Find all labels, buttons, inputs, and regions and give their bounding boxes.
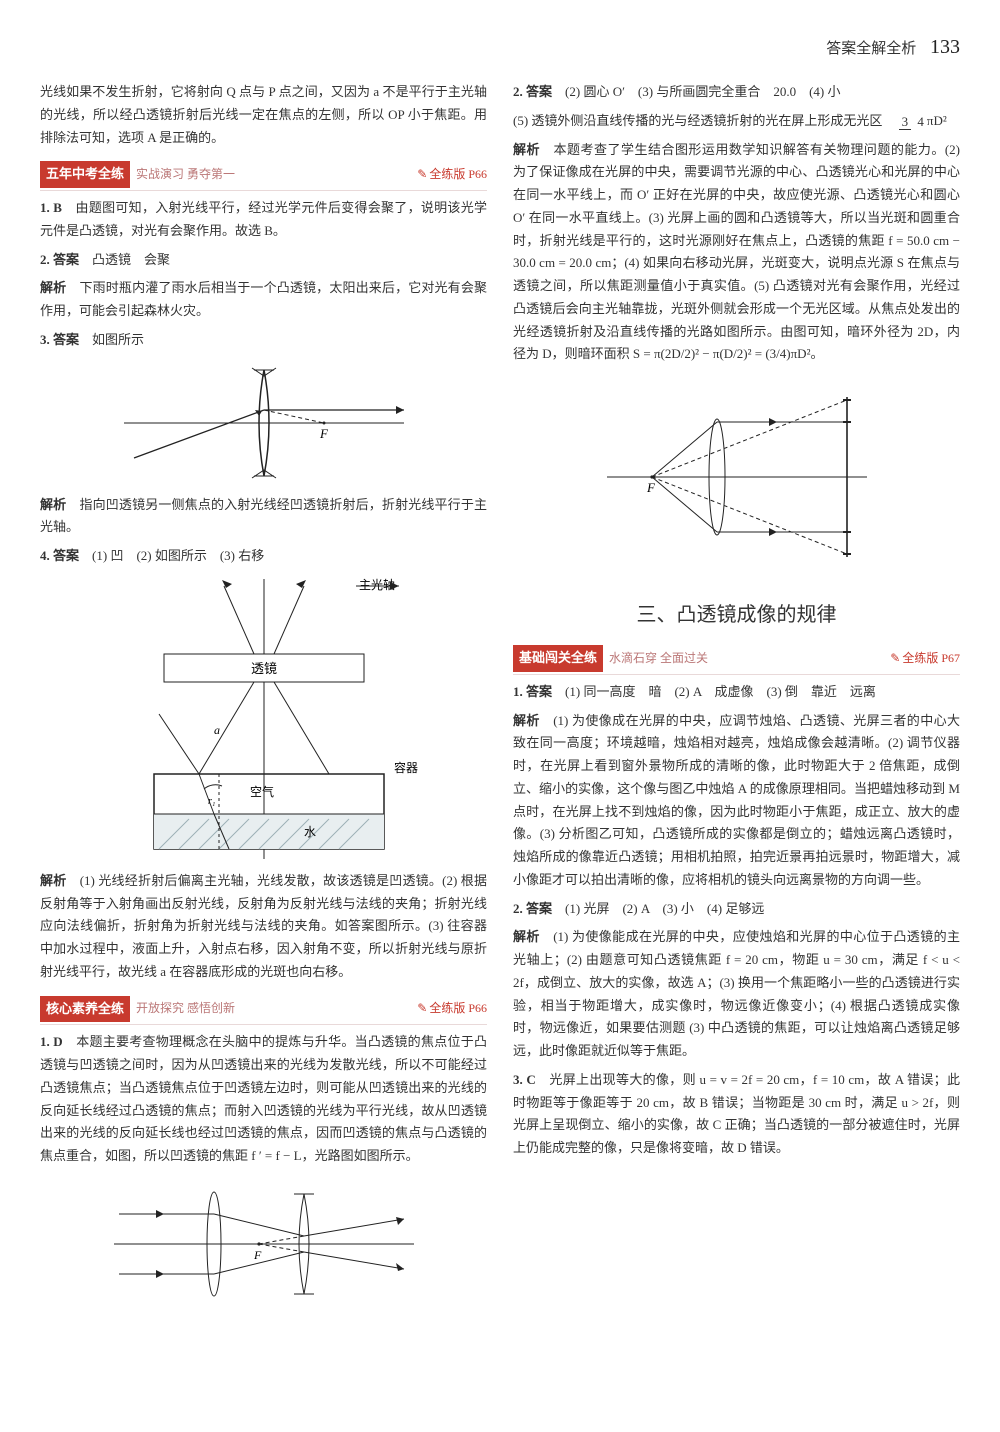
band-subtitle: 开放探究 感悟创新 — [136, 998, 411, 1019]
q4-number: 4. 答案 — [40, 548, 79, 563]
q3-analysis: 解析 指向凹透镜另一侧焦点的入射光线经凹透镜折射后，折射光线平行于主光轴。 — [40, 494, 487, 540]
column-left: 光线如果不发生折射，它将射向 Q 点与 P 点之间，又因为 a 不是平行于主光轴… — [40, 79, 487, 1320]
fig4-lens-label: 透镜 — [250, 661, 276, 676]
figure-core-two-lens: F — [104, 1174, 424, 1314]
two-column-layout: 光线如果不发生折射，它将射向 Q 点与 P 点之间，又因为 a 不是平行于主光轴… — [40, 79, 960, 1320]
fig4-air-label: 空气 — [249, 784, 273, 799]
fig4-container-label: 容器 — [394, 760, 418, 775]
band-page-ref: 全练版 P66 — [417, 164, 487, 185]
fig4-r1: r₁ — [208, 796, 215, 807]
q3: 3. 答案 如图所示 — [40, 329, 487, 352]
r-q2-b-post: πD² — [927, 113, 947, 128]
band-subtitle: 水滴石穿 全面过关 — [609, 648, 884, 669]
core-q1: 1. D 本题主要考查物理概念在头脑中的提炼与升华。当凸透镜的焦点位于凸透镜与凹… — [40, 1031, 487, 1168]
b1: 1. 答案 (1) 同一高度 暗 (2) A 成虚像 (3) 倒 靠近 远离 — [513, 681, 960, 704]
r-q2-analysis: 解析 本题考查了学生结合图形运用数学知识解答有关物理问题的能力。(2) 为了保证… — [513, 139, 960, 367]
fig4-axis-label: 主光轴 — [359, 577, 395, 592]
figure-q3-concave-lens: F — [114, 358, 414, 488]
b2-number: 2. 答案 — [513, 901, 552, 916]
analysis-label: 解析 — [513, 929, 540, 944]
b2: 2. 答案 (1) 光屏 (2) A (3) 小 (4) 足够远 — [513, 898, 960, 921]
fig4-water-label: 水 — [304, 825, 316, 839]
header-title: 答案全解全析 — [826, 41, 916, 57]
q1b-text: 由题图可知，入射光线平行，经过光学元件后变得会聚了，说明该光学元件是凸透镜，对光… — [40, 200, 487, 238]
header-page-number: 133 — [930, 36, 960, 58]
band-tag: 基础闯关全练 — [513, 645, 603, 672]
r-q2-answer-b: (5) 透镜外侧沿直线传播的光与经透镜折射的光在屏上形成无光区 3 4 πD² — [513, 110, 960, 133]
band-tag: 五年中考全练 — [40, 161, 130, 188]
b3-number: 3. C — [513, 1072, 536, 1087]
section-band-basic: 基础闯关全练 水滴石穿 全面过关 全练版 P67 — [513, 645, 960, 675]
fraction-3-4: 3 4 — [899, 115, 927, 129]
core-F-label: F — [253, 1248, 262, 1262]
q2-analysis-text: 下雨时瓶内灌了雨水后相当于一个凸透镜，太阳出来后，它对光有会聚作用，可能会引起森… — [40, 280, 487, 318]
b2-analysis: 解析 (1) 为使像能成在光屏的中央，应使烛焰和光屏的中心位于凸透镜的主光轴上；… — [513, 926, 960, 1063]
band-page-ref: 全练版 P67 — [890, 648, 960, 669]
analysis-label: 解析 — [40, 280, 66, 295]
section-band-five-year: 五年中考全练 实战演习 勇夺第一 全练版 P66 — [40, 161, 487, 191]
fig4-a-label: a — [214, 723, 220, 737]
b3: 3. C 光屏上出现等大的像，则 u = v = 2f = 20 cm，f = … — [513, 1069, 960, 1160]
q3-analysis-text: 指向凹透镜另一侧焦点的入射光线经凹透镜折射后，折射光线平行于主光轴。 — [40, 497, 487, 535]
b1-answer: (1) 同一高度 暗 (2) A 成虚像 (3) 倒 靠近 远离 — [565, 684, 876, 699]
analysis-label: 解析 — [40, 497, 66, 512]
b1-analysis-text: (1) 为使像成在光屏的中央，应调节烛焰、凸透镜、光屏三者的中心大致在同一高度；… — [513, 713, 960, 887]
frac-top: 3 — [899, 114, 912, 130]
r-q2-answer-a: (2) 圆心 O′ (3) 与所画圆完全重合 20.0 (4) 小 — [565, 84, 840, 99]
section-band-core: 核心素养全练 开放探究 感悟创新 全练版 P66 — [40, 996, 487, 1026]
b1-analysis: 解析 (1) 为使像成在光屏的中央，应调节烛焰、凸透镜、光屏三者的中心大致在同一… — [513, 710, 960, 892]
q4-analysis: 解析 (1) 光线经折射后偏离主光轴，光线发散，故该透镜是凹透镜。(2) 根据反… — [40, 870, 487, 984]
q3-answer: 如图所示 — [92, 332, 144, 347]
band-page-ref: 全练版 P66 — [417, 998, 487, 1019]
core-q1-text: 本题主要考查物理概念在头脑中的提炼与升华。当凸透镜的焦点位于凸透镜与凹透镜之间时… — [40, 1034, 487, 1163]
band-subtitle: 实战演习 勇夺第一 — [136, 164, 411, 185]
band-tag: 核心素养全练 — [40, 996, 130, 1023]
q3-number: 3. 答案 — [40, 332, 79, 347]
col2-F-label: F — [646, 480, 656, 495]
q4-answer: (1) 凹 (2) 如图所示 (3) 右移 — [92, 548, 264, 563]
f-label: F — [319, 426, 329, 441]
r-q2: 2. 答案 (2) 圆心 O′ (3) 与所画圆完全重合 20.0 (4) 小 — [513, 81, 960, 104]
r-q2-b-pre: (5) 透镜外侧沿直线传播的光与经透镜折射的光在屏上形成无光区 — [513, 113, 895, 128]
section-title-convex-imaging: 三、凸透镜成像的规律 — [513, 598, 960, 633]
b1-number: 1. 答案 — [513, 684, 552, 699]
q1b: 1. B 由题图可知，入射光线平行，经过光学元件后变得会聚了，说明该光学元件是凸… — [40, 197, 487, 243]
q1b-number: 1. B — [40, 200, 62, 215]
b2-answer: (1) 光屏 (2) A (3) 小 (4) 足够远 — [565, 901, 764, 916]
r-q2-analysis-text: 本题考查了学生结合图形运用数学知识解答有关物理问题的能力。(2) 为了保证像成在… — [513, 142, 960, 362]
page-header: 答案全解全析 133 — [40, 30, 960, 65]
intro-paragraph: 光线如果不发生折射，它将射向 Q 点与 P 点之间，又因为 a 不是平行于主光轴… — [40, 81, 487, 149]
analysis-label: 解析 — [40, 873, 66, 888]
q4-analysis-text: (1) 光线经折射后偏离主光轴，光线发散，故该透镜是凹透镜。(2) 根据反射角等… — [40, 873, 487, 979]
analysis-label: 解析 — [513, 142, 540, 157]
r-q2-number: 2. 答案 — [513, 84, 552, 99]
q2: 2. 答案 凸透镜 会聚 — [40, 249, 487, 272]
figure-q4-refraction: 主光轴 透镜 a 容器 空气 — [104, 574, 424, 864]
q2-number: 2. 答案 — [40, 252, 79, 267]
frac-bot: 4 — [914, 114, 927, 129]
figure-dark-ring: F — [597, 372, 877, 582]
b2-analysis-text: (1) 为使像能成在光屏的中央，应使烛焰和光屏的中心位于凸透镜的主光轴上；(2)… — [513, 929, 960, 1058]
q2-analysis: 解析 下雨时瓶内灌了雨水后相当于一个凸透镜，太阳出来后，它对光有会聚作用，可能会… — [40, 277, 487, 323]
core-q1-number: 1. D — [40, 1034, 63, 1049]
analysis-label: 解析 — [513, 713, 540, 728]
q2-answer: 凸透镜 会聚 — [92, 252, 170, 267]
column-right: 2. 答案 (2) 圆心 O′ (3) 与所画圆完全重合 20.0 (4) 小 … — [513, 79, 960, 1320]
q4: 4. 答案 (1) 凹 (2) 如图所示 (3) 右移 — [40, 545, 487, 568]
b3-analysis-text: 光屏上出现等大的像，则 u = v = 2f = 20 cm，f = 10 cm… — [513, 1072, 960, 1155]
